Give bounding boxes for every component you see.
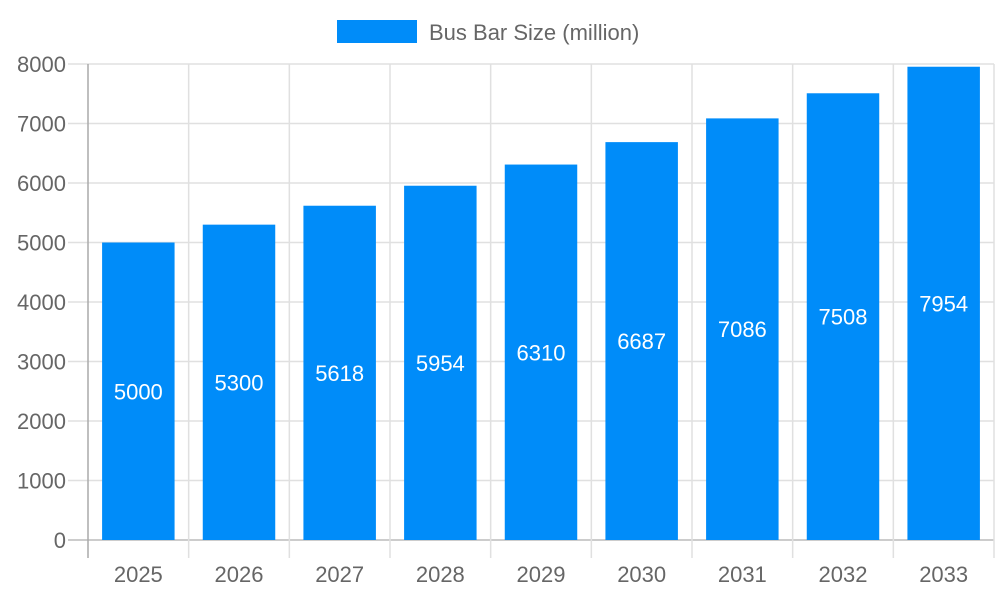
x-tick-label: 2026: [215, 562, 264, 587]
bars: 5000 5300 5618 5954 6310 6687 7086 7508 7954: [102, 66, 980, 541]
y-tick-label: 7000: [17, 112, 66, 137]
x-tick-label: 2032: [819, 562, 868, 587]
bar: [806, 93, 880, 541]
y-tick-label: 1000: [17, 469, 66, 494]
data-label: 6310: [517, 340, 566, 365]
legend[interactable]: Bus Bar Size (million): [337, 20, 639, 45]
x-tick-label: 2025: [114, 562, 163, 587]
x-tick-label: 2030: [617, 562, 666, 587]
x-tick-label: 2028: [416, 562, 465, 587]
bar: [202, 224, 276, 540]
x-tick-label: 2027: [315, 562, 364, 587]
x-tick-label: 2031: [718, 562, 767, 587]
y-tick-label: 5000: [17, 231, 66, 256]
legend-label: Bus Bar Size (million): [429, 20, 639, 45]
data-label: 5954: [416, 351, 465, 376]
bar: [404, 185, 477, 540]
y-tick-label: 2000: [17, 409, 66, 434]
y-tick-label: 6000: [17, 171, 66, 196]
y-tick-label: 3000: [17, 350, 66, 375]
bar: [706, 118, 779, 541]
y-tick-label: 4000: [17, 290, 66, 315]
y-tick-label: 8000: [17, 52, 66, 77]
x-tick-label: 2029: [517, 562, 566, 587]
x-tick-label: 2033: [919, 562, 968, 587]
bar: [303, 205, 376, 540]
data-label: 7954: [919, 291, 968, 316]
data-label: 5000: [114, 379, 163, 404]
y-tick-label: 0: [54, 528, 66, 553]
bar: [907, 66, 980, 540]
bar: [605, 142, 678, 540]
bar: [504, 164, 578, 540]
bar: [102, 242, 175, 540]
legend-swatch: [337, 20, 417, 43]
data-label: 7086: [718, 317, 767, 342]
data-label: 5618: [315, 361, 364, 386]
data-label: 7508: [819, 305, 868, 330]
data-label: 5300: [215, 370, 264, 395]
axes: 0 1000 2000 3000 4000 5000 6000 7000 8000 2025 202…: [17, 52, 968, 587]
data-label: 6687: [617, 329, 666, 354]
